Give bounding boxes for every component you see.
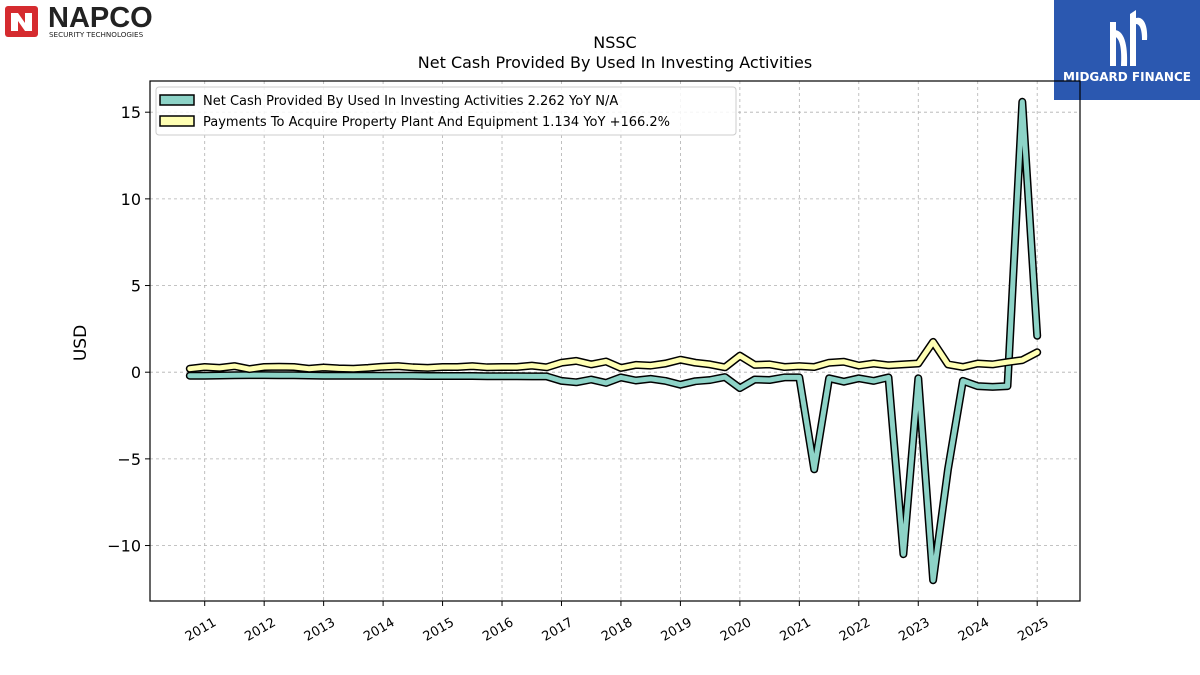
y-tick-label: 5 <box>131 277 141 296</box>
y-tick-label: −10 <box>107 537 141 556</box>
x-tick-label: 2014 <box>361 615 397 645</box>
y-tick-label: 15 <box>121 103 141 122</box>
legend-swatch-2 <box>159 115 195 127</box>
series-lines <box>185 97 1042 585</box>
chart-subtitle: Net Cash Provided By Used In Investing A… <box>418 53 812 72</box>
x-tick-label: 2011 <box>183 615 219 645</box>
y-axis-ticks: 15 10 5 0 −5 −10 <box>107 103 150 556</box>
y-tick-label: −5 <box>117 450 141 469</box>
napco-logo: NAPCO SECURITY TECHNOLOGIES <box>4 2 214 40</box>
grid <box>150 81 1080 601</box>
series-line-1 <box>187 99 1040 583</box>
x-tick-label: 2016 <box>480 615 516 645</box>
napco-logo-tagline: SECURITY TECHNOLOGIES <box>49 30 144 39</box>
x-tick-label: 2025 <box>1015 615 1051 645</box>
chart-title: NSSC <box>593 33 636 52</box>
x-tick-label: 2012 <box>242 615 278 645</box>
midgard-logo-name: MIDGARD FINANCE <box>1063 70 1191 84</box>
legend-label-2: Payments To Acquire Property Plant And E… <box>203 115 670 130</box>
x-tick-label: 2015 <box>421 615 457 645</box>
legend-label-1: Net Cash Provided By Used In Investing A… <box>203 94 618 109</box>
x-tick-label: 2023 <box>896 615 932 645</box>
legend-box <box>155 86 737 136</box>
x-tick-label: 2013 <box>302 615 338 645</box>
x-tick-label: 2024 <box>956 615 992 645</box>
x-tick-label: 2022 <box>837 615 873 645</box>
series-outline-1 <box>185 97 1042 585</box>
x-tick-label: 2021 <box>778 615 814 645</box>
y-tick-label: 0 <box>131 363 141 382</box>
x-axis-ticks: 2011 2012 2013 2014 2015 2016 2017 2018 2019 2020… <box>183 601 1052 645</box>
legend: Net Cash Provided By Used In Investing A… <box>155 86 737 136</box>
x-tick-label: 2018 <box>599 615 635 645</box>
napco-logo-name: NAPCO <box>48 4 153 34</box>
legend-swatch-1 <box>159 94 195 106</box>
midgard-logo-background <box>1054 0 1200 100</box>
series-line-2 <box>187 339 1040 372</box>
x-tick-label: 2020 <box>718 615 754 645</box>
x-tick-label: 2017 <box>540 615 576 645</box>
midgard-finance-logo: MIDGARD FINANCE <box>1054 0 1200 100</box>
midgard-logo-mark <box>1110 10 1148 66</box>
y-tick-label: 10 <box>121 190 141 209</box>
plot-frame <box>149 80 1081 602</box>
x-tick-label: 2019 <box>659 615 695 645</box>
y-axis-label: USD <box>71 325 91 361</box>
